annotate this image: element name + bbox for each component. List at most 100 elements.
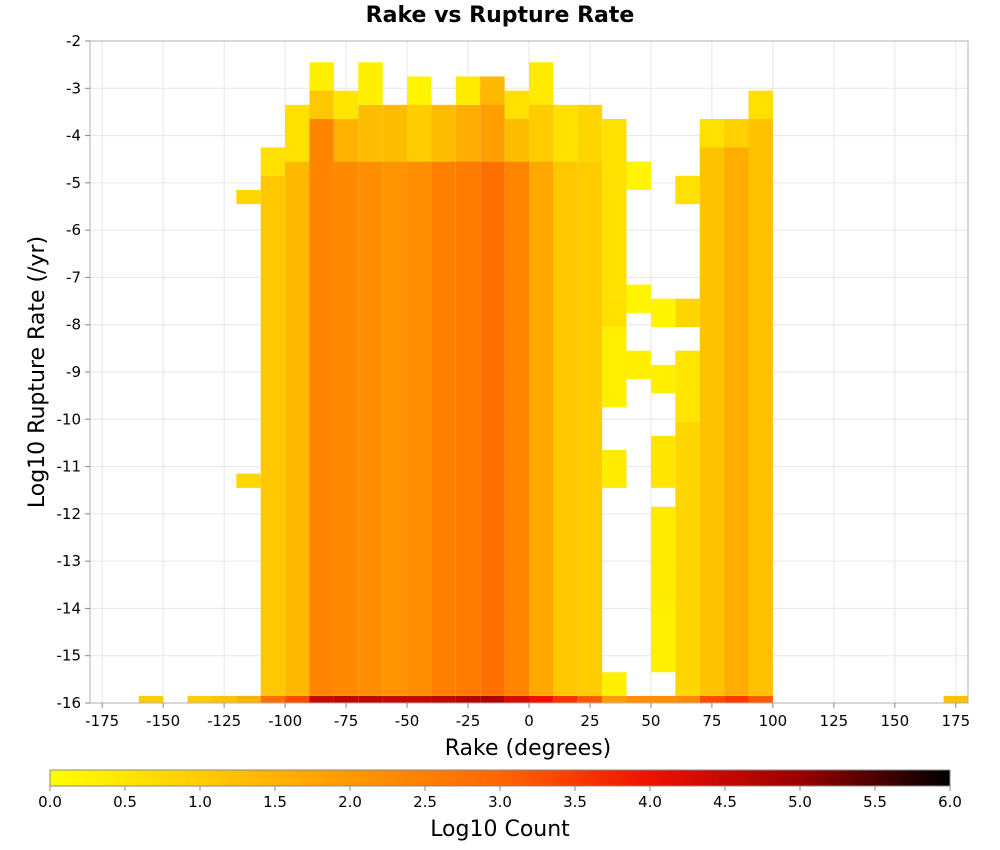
y-tick-label: -15: [57, 647, 82, 665]
colorbar-tick-label: 3.5: [563, 793, 587, 811]
x-tick-label: 175: [941, 712, 970, 730]
heatmap-cell: [650, 506, 676, 602]
heatmap-cell: [602, 450, 627, 488]
x-tick-label: -125: [207, 712, 241, 730]
colorbar-ticks: 0.0 0.5 1.0 1.5 2.0 2.5 3.0 3.5 4.0 4.5 5.0 5.5 6.0: [38, 786, 962, 811]
heatmap-cell: [626, 284, 651, 313]
y-tick-label: -10: [57, 410, 82, 428]
x-tick-label: 25: [580, 712, 599, 730]
y-tick-label: -8: [66, 316, 81, 334]
heatmap-cell: [455, 695, 481, 703]
heatmap-cell: [187, 695, 212, 703]
colorbar: [49, 769, 951, 787]
heatmap-cell: [431, 161, 456, 696]
heatmap-cell: [748, 695, 773, 703]
heatmap-cell: [602, 327, 627, 408]
heatmap-cell: [285, 161, 310, 696]
heatmap-cell: [602, 672, 627, 696]
x-tick-label: -150: [146, 712, 180, 730]
heatmap-cell: [333, 119, 359, 162]
heatmap-cell: [480, 695, 505, 703]
heatmap-cells: [138, 62, 968, 703]
colorbar-tick-label: 6.0: [938, 793, 962, 811]
x-tick-label: 75: [702, 712, 721, 730]
y-axis-ticks: -2 -3 -4 -5 -6 -7 -8 -9 -10 -11 -12 -13 -14 -15 -16: [57, 32, 90, 712]
heatmap-cell: [529, 62, 554, 105]
heatmap-cell: [309, 695, 334, 703]
x-tick-label: 100: [759, 712, 788, 730]
heatmap-cell: [260, 175, 286, 696]
heatmap-cell: [382, 695, 408, 703]
heatmap-cell: [382, 161, 408, 696]
heatmap-cell: [577, 104, 603, 162]
heatmap-cell: [407, 161, 432, 696]
y-tick-label: -6: [66, 221, 81, 239]
heatmap-cell: [358, 161, 383, 696]
heatmap-cell: [431, 104, 456, 162]
heatmap-cell: [626, 350, 651, 380]
x-tick-label: -25: [456, 712, 481, 730]
heatmap-cell: [650, 298, 676, 328]
heatmap-cell: [358, 62, 383, 105]
heatmap-cell: [602, 298, 627, 328]
x-tick-label: -75: [334, 712, 359, 730]
heatmap-cell: [626, 161, 651, 190]
colorbar-tick-label: 4.5: [713, 793, 737, 811]
heatmap-cell: [504, 90, 529, 120]
heatmap-cell: [553, 695, 578, 703]
heatmap-cell: [236, 189, 261, 205]
heatmap-cell: [236, 473, 261, 488]
x-tick-label: 0: [524, 712, 534, 730]
heatmap-cell: [626, 695, 651, 703]
heatmap-cell: [675, 350, 700, 422]
heatmap-cell: [260, 695, 286, 703]
y-tick-label: -14: [57, 599, 82, 617]
heatmap-cell: [602, 189, 627, 299]
heatmap-cell: [431, 695, 456, 703]
colorbar-tick-label: 2.5: [413, 793, 437, 811]
heatmap-cell: [455, 76, 481, 105]
heatmap-cell: [529, 695, 554, 703]
heatmap-cell: [529, 161, 554, 696]
heatmap-cell: [650, 435, 676, 488]
heatmap-cell: [699, 133, 725, 696]
y-tick-label: -5: [66, 174, 81, 192]
heatmap-cell: [285, 695, 310, 703]
x-tick-label: -175: [85, 712, 119, 730]
x-tick-label: -100: [268, 712, 302, 730]
x-tick-label: 50: [641, 712, 660, 730]
colorbar-tick-label: 2.0: [338, 793, 362, 811]
heatmap-cell: [650, 364, 676, 394]
x-tick-label: 125: [820, 712, 849, 730]
heatmap-cell: [504, 695, 529, 703]
heatmap-cell: [675, 421, 700, 696]
y-tick-label: -16: [57, 694, 82, 712]
y-tick-label: -4: [66, 127, 81, 145]
y-tick-label: -11: [57, 458, 82, 476]
y-tick-label: -3: [66, 79, 81, 97]
heatmap-cell: [724, 695, 749, 703]
colorbar-tick-label: 4.0: [638, 793, 662, 811]
y-tick-label: -7: [66, 268, 81, 286]
y-tick-label: -2: [66, 32, 81, 50]
heatmap-cell: [675, 695, 700, 703]
y-tick-label: -9: [66, 363, 81, 381]
colorbar-tick-label: 1.5: [263, 793, 287, 811]
heatmap-cell: [358, 104, 383, 162]
heatmap-cell: [211, 695, 237, 703]
colorbar-tick-label: 0.5: [113, 793, 137, 811]
x-axis-ticks: -175 -150 -125 -100 -75 -50 -25 0 25 50 75 100 125 15…: [85, 703, 970, 730]
x-tick-label: 150: [881, 712, 910, 730]
heatmap-cell: [480, 161, 505, 696]
heatmap-cell: [577, 695, 603, 703]
heatmap-cell: [699, 695, 725, 703]
heatmap-cell: [333, 90, 359, 120]
heatmap-cell: [358, 695, 383, 703]
heatmap-cell: [504, 161, 529, 696]
heatmap-cell: [285, 104, 310, 162]
heatmap-cell: [455, 161, 481, 696]
heatmap-cell: [382, 104, 408, 162]
colorbar-tick-label: 0.0: [38, 793, 62, 811]
y-axis-label: Log10 Rupture Rate (/yr): [25, 236, 50, 508]
